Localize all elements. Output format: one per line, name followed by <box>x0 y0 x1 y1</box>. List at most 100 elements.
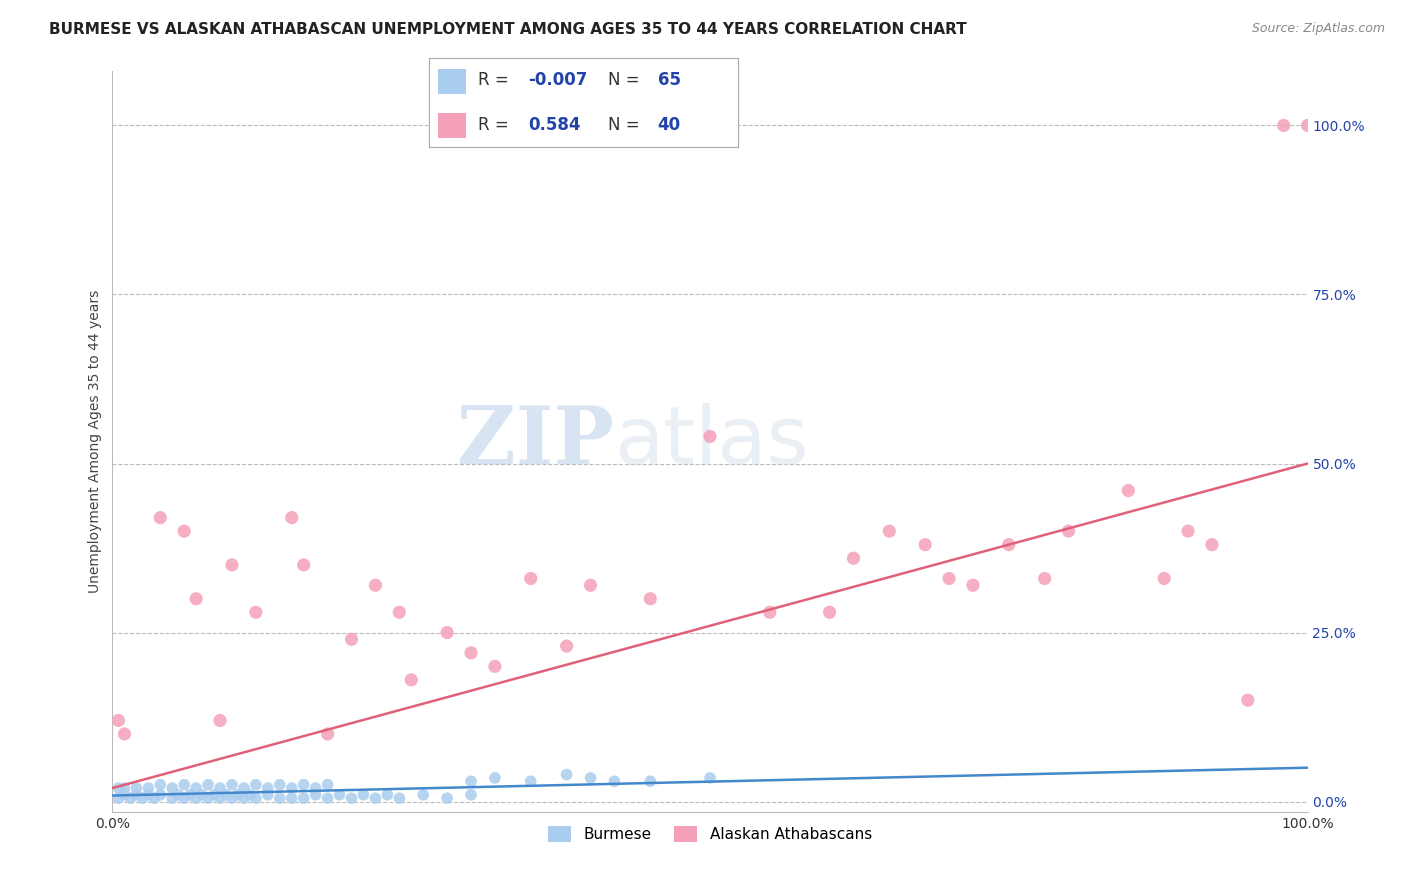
Point <box>186 591 208 606</box>
Text: ZIP: ZIP <box>457 402 614 481</box>
Point <box>162 780 183 795</box>
Point <box>197 778 219 792</box>
Point <box>436 625 458 640</box>
Point <box>239 788 262 802</box>
Point <box>114 727 135 741</box>
Point <box>412 788 434 802</box>
Point <box>842 551 865 566</box>
Point <box>1201 538 1223 552</box>
Point <box>388 791 411 805</box>
Y-axis label: Unemployment Among Ages 35 to 44 years: Unemployment Among Ages 35 to 44 years <box>89 290 103 593</box>
Point <box>640 591 662 606</box>
Point <box>818 605 841 619</box>
Point <box>388 605 411 619</box>
FancyBboxPatch shape <box>439 69 465 94</box>
Text: N =: N = <box>609 116 645 134</box>
Point <box>316 778 339 792</box>
Point <box>281 780 304 795</box>
Point <box>281 791 304 805</box>
Point <box>107 714 129 728</box>
Text: Source: ZipAtlas.com: Source: ZipAtlas.com <box>1251 22 1385 36</box>
Point <box>186 780 208 795</box>
Point <box>138 788 160 802</box>
Point <box>1057 524 1080 538</box>
Point <box>292 778 315 792</box>
Point <box>579 578 602 592</box>
Point <box>340 632 363 647</box>
Point <box>138 780 160 795</box>
Point <box>1272 119 1295 133</box>
Text: BURMESE VS ALASKAN ATHABASCAN UNEMPLOYMENT AMONG AGES 35 TO 44 YEARS CORRELATION: BURMESE VS ALASKAN ATHABASCAN UNEMPLOYME… <box>49 22 967 37</box>
Point <box>215 788 238 802</box>
Point <box>292 791 315 805</box>
Point <box>914 538 936 552</box>
Point <box>233 780 256 795</box>
Point <box>699 429 721 443</box>
Point <box>603 774 626 789</box>
Text: R =: R = <box>478 116 515 134</box>
Point <box>143 791 166 805</box>
Point <box>555 767 578 781</box>
Point <box>245 791 267 805</box>
Point <box>191 788 214 802</box>
Point <box>998 538 1021 552</box>
Point <box>579 771 602 785</box>
Point <box>316 791 339 805</box>
Point <box>281 510 304 524</box>
Point <box>209 714 232 728</box>
FancyBboxPatch shape <box>439 113 465 138</box>
Point <box>364 578 387 592</box>
Point <box>209 780 232 795</box>
Point <box>221 558 243 572</box>
Point <box>173 524 195 538</box>
Point <box>107 791 129 805</box>
Point <box>131 791 153 805</box>
Point <box>125 788 148 802</box>
Point <box>699 771 721 785</box>
Point <box>107 780 129 795</box>
Point <box>329 788 352 802</box>
Text: -0.007: -0.007 <box>527 71 588 89</box>
Point <box>114 780 135 795</box>
Point <box>233 791 256 805</box>
Point <box>460 788 482 802</box>
Point <box>962 578 984 592</box>
Point <box>257 780 280 795</box>
Text: 65: 65 <box>658 71 681 89</box>
Point <box>1118 483 1140 498</box>
Point <box>149 510 172 524</box>
Point <box>1033 571 1056 585</box>
Point <box>162 791 183 805</box>
Text: atlas: atlas <box>614 402 808 481</box>
Legend: Burmese, Alaskan Athabascans: Burmese, Alaskan Athabascans <box>543 821 877 848</box>
Point <box>1296 119 1319 133</box>
Point <box>292 558 315 572</box>
Point <box>879 524 901 538</box>
Text: N =: N = <box>609 71 645 89</box>
Point <box>364 791 387 805</box>
Point <box>305 780 328 795</box>
Point <box>377 788 399 802</box>
Point <box>352 788 374 802</box>
Point <box>245 778 267 792</box>
Point <box>257 788 280 802</box>
Point <box>1237 693 1260 707</box>
Point <box>209 791 232 805</box>
Point <box>520 774 543 789</box>
Point <box>221 778 243 792</box>
Text: R =: R = <box>478 71 515 89</box>
Point <box>269 791 291 805</box>
Point <box>340 791 363 805</box>
Point <box>186 791 208 805</box>
Point <box>1177 524 1199 538</box>
Point <box>520 571 543 585</box>
Point <box>245 605 267 619</box>
Point <box>436 791 458 805</box>
Point <box>197 791 219 805</box>
Point <box>640 774 662 789</box>
Point <box>173 791 195 805</box>
Point <box>149 788 172 802</box>
Point <box>460 646 482 660</box>
Point <box>221 791 243 805</box>
Point <box>484 659 506 673</box>
